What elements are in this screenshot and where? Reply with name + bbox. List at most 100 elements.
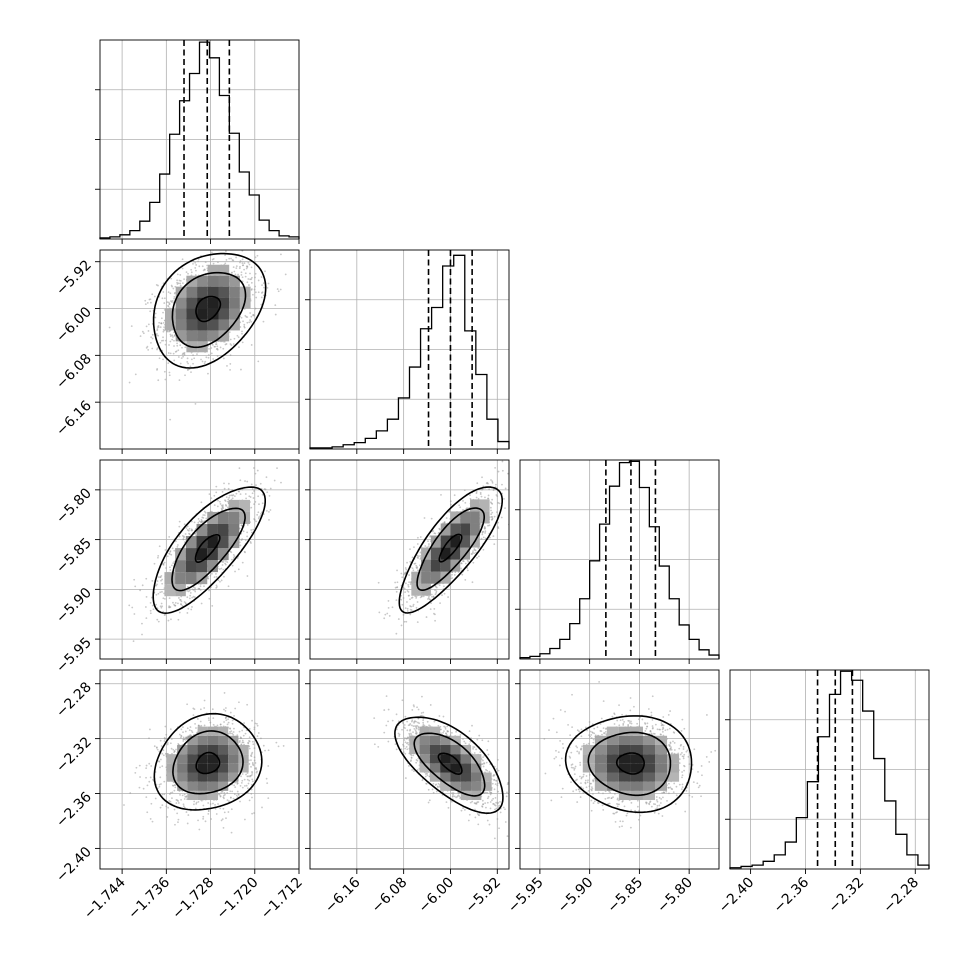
scatter-point	[159, 341, 162, 344]
scatter-point	[177, 802, 180, 804]
density-bin	[228, 499, 240, 512]
scatter-point	[244, 539, 247, 542]
density-bin	[175, 286, 187, 298]
density-bin	[218, 286, 230, 298]
histogram-step	[309, 254, 510, 449]
scatter-point	[200, 518, 203, 521]
density-bin	[228, 536, 240, 549]
scatter-point	[263, 286, 265, 289]
scatter-point	[204, 261, 207, 264]
scatter-point	[247, 214, 249, 216]
scatter-point	[235, 267, 238, 270]
scatter-point	[246, 480, 249, 483]
scatter-point	[178, 597, 180, 599]
scatter-point	[194, 267, 197, 269]
scatter-point	[141, 330, 144, 333]
scatter-point	[203, 724, 206, 727]
scatter-point	[194, 587, 197, 589]
scatter-point	[183, 798, 186, 800]
scatter-point	[241, 330, 243, 333]
scatter-point	[229, 732, 232, 735]
scatter-point	[207, 717, 210, 719]
scatter-point	[246, 787, 249, 790]
scatter-point	[248, 727, 251, 730]
scatter-point	[240, 524, 243, 527]
scatter-point	[183, 352, 186, 355]
scatter-point	[173, 549, 176, 552]
scatter-point	[261, 284, 263, 286]
scatter-point	[275, 741, 278, 744]
scatter-point	[145, 767, 148, 770]
scatter-point	[233, 727, 235, 730]
scatter-point	[160, 322, 163, 325]
scatter-point	[183, 793, 186, 796]
scatter-point	[250, 315, 253, 318]
scatter-point	[240, 242, 242, 244]
scatter-point	[250, 792, 253, 795]
scatter-point	[190, 608, 193, 611]
scatter-point	[178, 535, 181, 538]
scatter-point	[155, 584, 158, 587]
scatter-point	[232, 797, 235, 800]
scatter-point	[162, 321, 165, 324]
scatter-point	[294, 433, 296, 435]
scatter-point	[239, 261, 241, 264]
histogram-step	[99, 41, 300, 239]
scatter-point	[276, 467, 278, 470]
scatter-point	[251, 492, 254, 495]
scatter-point	[250, 753, 253, 755]
density-bin	[229, 275, 240, 287]
scatter-point	[237, 568, 240, 571]
scatter-point	[242, 741, 245, 744]
scatter-point	[168, 793, 171, 795]
x-tick-label: −1.744	[81, 874, 129, 922]
x-tick-label: −2.32	[826, 875, 868, 917]
scatter-point	[243, 323, 246, 326]
scatter-point	[169, 550, 172, 553]
scatter-point	[149, 310, 152, 313]
scatter-point	[222, 559, 225, 562]
density-bin	[207, 536, 218, 549]
scatter-point	[230, 831, 233, 834]
scatter-point	[226, 561, 229, 564]
scatter-point	[165, 766, 168, 769]
scatter-point	[162, 330, 165, 333]
scatter-point	[192, 354, 194, 357]
scatter-point	[224, 262, 227, 265]
histogram-step	[729, 670, 930, 869]
density-bin	[175, 560, 186, 573]
scatter-point	[246, 531, 249, 534]
scatter-point	[133, 578, 136, 581]
scatter-point	[176, 344, 179, 347]
scatter-point	[225, 719, 228, 722]
scatter-point	[262, 744, 265, 747]
panel-1-0: −6.16−6.08−6.00−5.92	[53, 214, 300, 454]
scatter-point	[254, 247, 256, 249]
scatter-point	[229, 711, 232, 714]
scatter-point	[169, 800, 172, 803]
scatter-point	[216, 505, 219, 508]
scatter-point	[184, 346, 187, 349]
scatter-point	[145, 776, 147, 779]
scatter-point	[186, 357, 189, 360]
scatter-point	[257, 732, 260, 734]
scatter-point	[148, 762, 151, 765]
scatter-point	[174, 601, 177, 604]
scatter-point	[218, 568, 221, 570]
scatter-point	[240, 316, 243, 319]
scatter-point	[268, 510, 270, 513]
scatter-point	[169, 340, 172, 343]
scatter-point	[253, 518, 255, 520]
scatter-point	[252, 497, 255, 499]
scatter-point	[198, 828, 201, 831]
scatter-point	[170, 301, 173, 303]
scatter-point	[241, 332, 243, 335]
scatter-point	[191, 731, 194, 734]
density-bin	[239, 499, 251, 512]
scatter-point	[177, 618, 180, 621]
scatter-point	[231, 719, 234, 722]
scatter-point	[188, 533, 191, 536]
x-tick-label: −1.712	[258, 875, 306, 923]
scatter-point	[207, 802, 210, 804]
scatter-point	[176, 273, 179, 276]
